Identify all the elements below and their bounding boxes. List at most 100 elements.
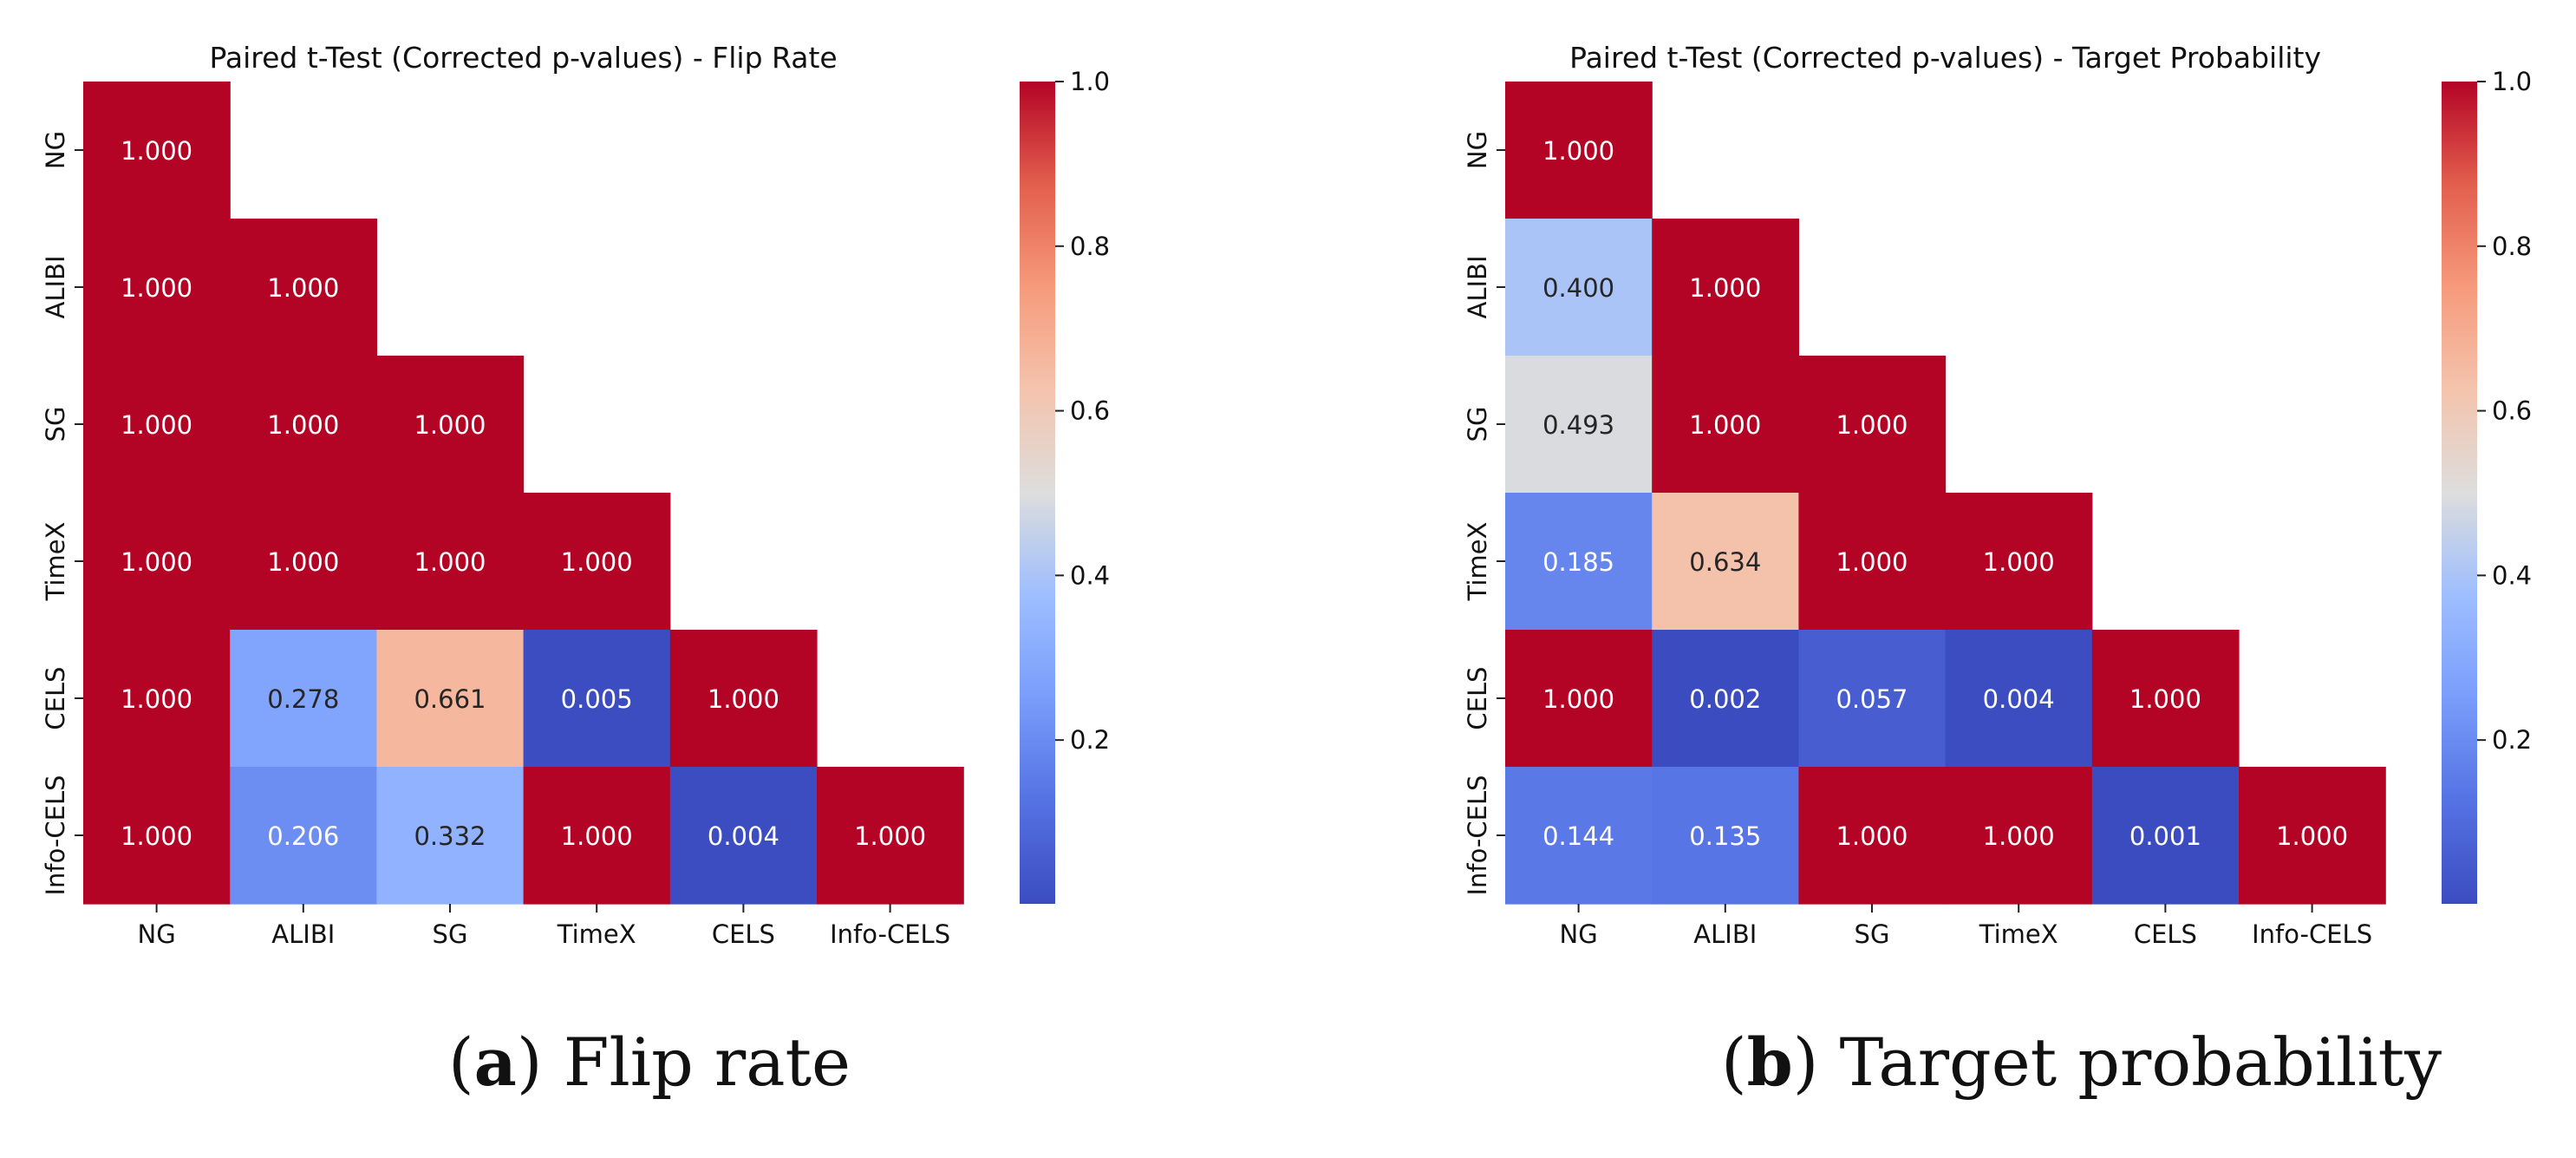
heatmap-cell (230, 356, 377, 494)
caption-a-text: Flip rate (563, 1024, 851, 1101)
cell-value-label: 0.661 (414, 684, 486, 714)
heatmap-cell (1945, 767, 2093, 905)
cell-value-label: 0.400 (1542, 273, 1614, 303)
heatmap-cell (230, 493, 377, 631)
colorbar-tick-label: 0.4 (1070, 560, 1110, 590)
x-tick-label: Info-CELS (830, 919, 950, 949)
cell-value-label: 0.634 (1689, 547, 1761, 577)
heatmap-cell (230, 630, 377, 768)
caption-a: (a) Flip rate (448, 1024, 851, 1101)
colorbar-tick-label: 0.8 (2492, 232, 2532, 261)
colorbar-tick-label: 0.6 (1070, 396, 1110, 426)
heatmap-cell (1652, 356, 1799, 494)
cell-value-label: 0.493 (1542, 410, 1614, 440)
cell-value-label: 1.000 (1689, 410, 1761, 440)
y-tick-label: TimeX (41, 522, 70, 602)
cell-value-label: 1.000 (121, 821, 192, 851)
cell-value-label: 0.004 (708, 821, 779, 851)
heatmap-cell (1652, 767, 1799, 905)
cell-value-label: 1.000 (1542, 136, 1614, 166)
cell-value-label: 1.000 (414, 547, 486, 577)
x-tick-label: NG (138, 919, 176, 949)
cell-value-label: 1.000 (854, 821, 926, 851)
heatmap-cell (2091, 767, 2240, 905)
colorbar-tick-label: 0.6 (2492, 396, 2532, 426)
heatmap-cell (1652, 219, 1799, 357)
y-tick-label: NG (41, 131, 70, 169)
cell-value-label: 1.000 (121, 547, 192, 577)
x-tick-label: Info-CELS (2252, 919, 2372, 949)
cell-value-label: 1.000 (121, 410, 192, 440)
y-tick-label: SG (1463, 407, 1492, 442)
cell-value-label: 0.004 (1983, 684, 2055, 714)
x-tick-label: CELS (712, 919, 775, 949)
cell-value-label: 0.001 (2129, 821, 2201, 851)
heatmap-cell (1945, 493, 2093, 631)
heatmap-cell (1652, 493, 1799, 631)
colorbar-tick-label: 0.4 (2492, 560, 2532, 590)
cell-value-label: 0.332 (414, 821, 486, 851)
heatmap-cell (1505, 219, 1653, 357)
heatmap-cell (1798, 493, 1947, 631)
heatmap-panel-flip-rate: Paired t-Test (Corrected p-values) - Fli… (41, 41, 1110, 949)
heatmap-cell (2091, 630, 2240, 768)
heatmap-cell (523, 767, 671, 905)
x-tick-label: TimeX (557, 919, 636, 949)
heatmap-cell (1945, 630, 2093, 768)
cell-value-label: 1.000 (561, 547, 633, 577)
caption-a-letter: a (473, 1024, 517, 1101)
heatmap-cell (376, 630, 525, 768)
heatmap-cell (523, 493, 671, 631)
x-tick-label: CELS (2134, 919, 2197, 949)
colorbar-tick-label: 1.0 (1070, 67, 1110, 96)
heatmap-cell (83, 493, 231, 631)
x-tick-label: ALIBI (271, 919, 335, 949)
caption-b-letter: b (1746, 1024, 1793, 1101)
y-tick-label: CELS (41, 666, 70, 729)
heatmap-cell (2239, 767, 2386, 905)
heatmap-cell (83, 356, 231, 494)
y-tick-label: CELS (1463, 666, 1492, 729)
cell-value-label: 1.000 (2129, 684, 2201, 714)
heatmap-cell (376, 493, 525, 631)
y-tick-label: Info-CELS (41, 775, 70, 895)
x-tick-label: TimeX (1979, 919, 2058, 949)
cell-value-label: 0.005 (561, 684, 633, 714)
colorbar-tick-label: 0.2 (2492, 725, 2532, 755)
cell-value-label: 0.206 (267, 821, 339, 851)
cell-value-label: 0.057 (1836, 684, 1908, 714)
cell-value-label: 1.000 (267, 547, 339, 577)
heatmap-cell (669, 767, 818, 905)
heatmap-cell (83, 82, 231, 219)
y-tick-label: ALIBI (41, 256, 70, 319)
cell-value-label: 1.000 (1836, 410, 1908, 440)
heatmap-cell (230, 219, 377, 357)
colorbar (2442, 82, 2477, 904)
heatmap-cell (523, 630, 671, 768)
cell-value-label: 1.000 (121, 273, 192, 303)
cell-value-label: 1.000 (1983, 547, 2055, 577)
heatmap-cell (376, 767, 525, 905)
caption-b-text: Target probability (1839, 1024, 2442, 1101)
y-tick-label: NG (1463, 131, 1492, 169)
cell-value-label: 1.000 (708, 684, 779, 714)
cell-value-label: 1.000 (121, 136, 192, 166)
x-tick-label: NG (1560, 919, 1598, 949)
colorbar-tick-label: 0.8 (1070, 232, 1110, 261)
heatmap-cell (376, 356, 525, 494)
cell-value-label: 0.144 (1542, 821, 1614, 851)
y-tick-label: SG (41, 407, 70, 442)
cell-value-label: 1.000 (561, 821, 633, 851)
heatmap-cell (83, 219, 231, 357)
cell-value-label: 1.000 (1689, 273, 1761, 303)
y-tick-label: ALIBI (1463, 256, 1492, 319)
heatmap-cell (1505, 767, 1653, 905)
x-tick-label: SG (1855, 919, 1890, 949)
heatmap-cell (1505, 630, 1653, 768)
cell-value-label: 0.135 (1689, 821, 1761, 851)
colorbar-tick-label: 0.2 (1070, 725, 1110, 755)
heatmap-cell (83, 630, 231, 768)
colorbar (1020, 82, 1055, 904)
heatmap-cell (1505, 82, 1653, 219)
cell-value-label: 0.002 (1689, 684, 1761, 714)
